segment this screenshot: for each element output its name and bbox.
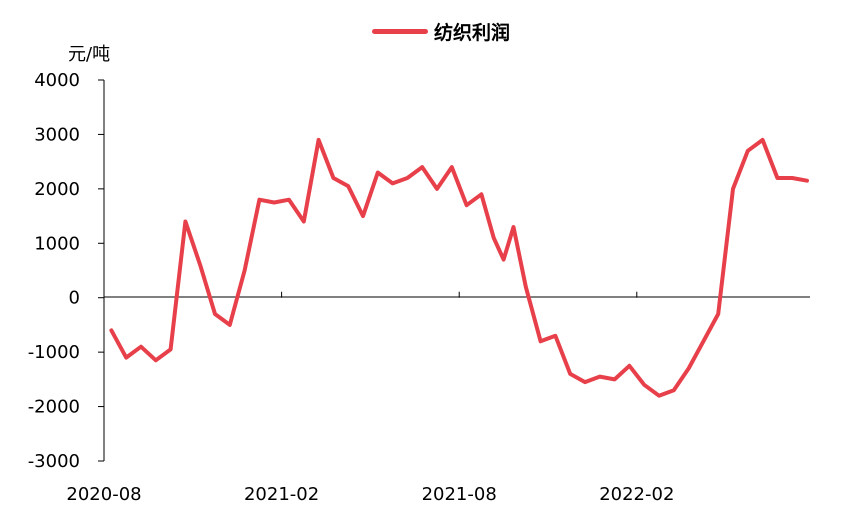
y-axis-unit-label: 元/吨 [68, 44, 111, 65]
x-tick-label: 2021-02 [244, 484, 319, 505]
series-line-textile-profit [109, 137, 809, 398]
y-tick-label: -3000 [28, 451, 80, 472]
y-tick-label: -1000 [28, 342, 80, 363]
x-tick-label: 2022-02 [599, 484, 674, 505]
legend: 纺织利润 [372, 18, 510, 44]
y-tick-label: 1000 [34, 233, 80, 254]
x-tick-label: 2021-08 [422, 484, 497, 505]
series-layer [109, 137, 809, 398]
y-tick-label: 3000 [34, 124, 80, 145]
y-tick-label: 4000 [34, 70, 80, 91]
y-tick-label: 2000 [34, 179, 80, 200]
y-tick-label: 0 [69, 288, 80, 309]
y-axis-ticks: 4000 3000 2000 1000 0 -1000 -2000 -3000 [28, 70, 104, 472]
legend-label: 纺织利润 [434, 21, 511, 44]
x-tick-label: 2020-08 [66, 484, 141, 505]
y-tick-label: -2000 [28, 397, 80, 418]
x-axis-ticks: 2020-08 2021-02 2021-08 2022-02 [66, 291, 674, 505]
legend-swatch [372, 28, 428, 34]
